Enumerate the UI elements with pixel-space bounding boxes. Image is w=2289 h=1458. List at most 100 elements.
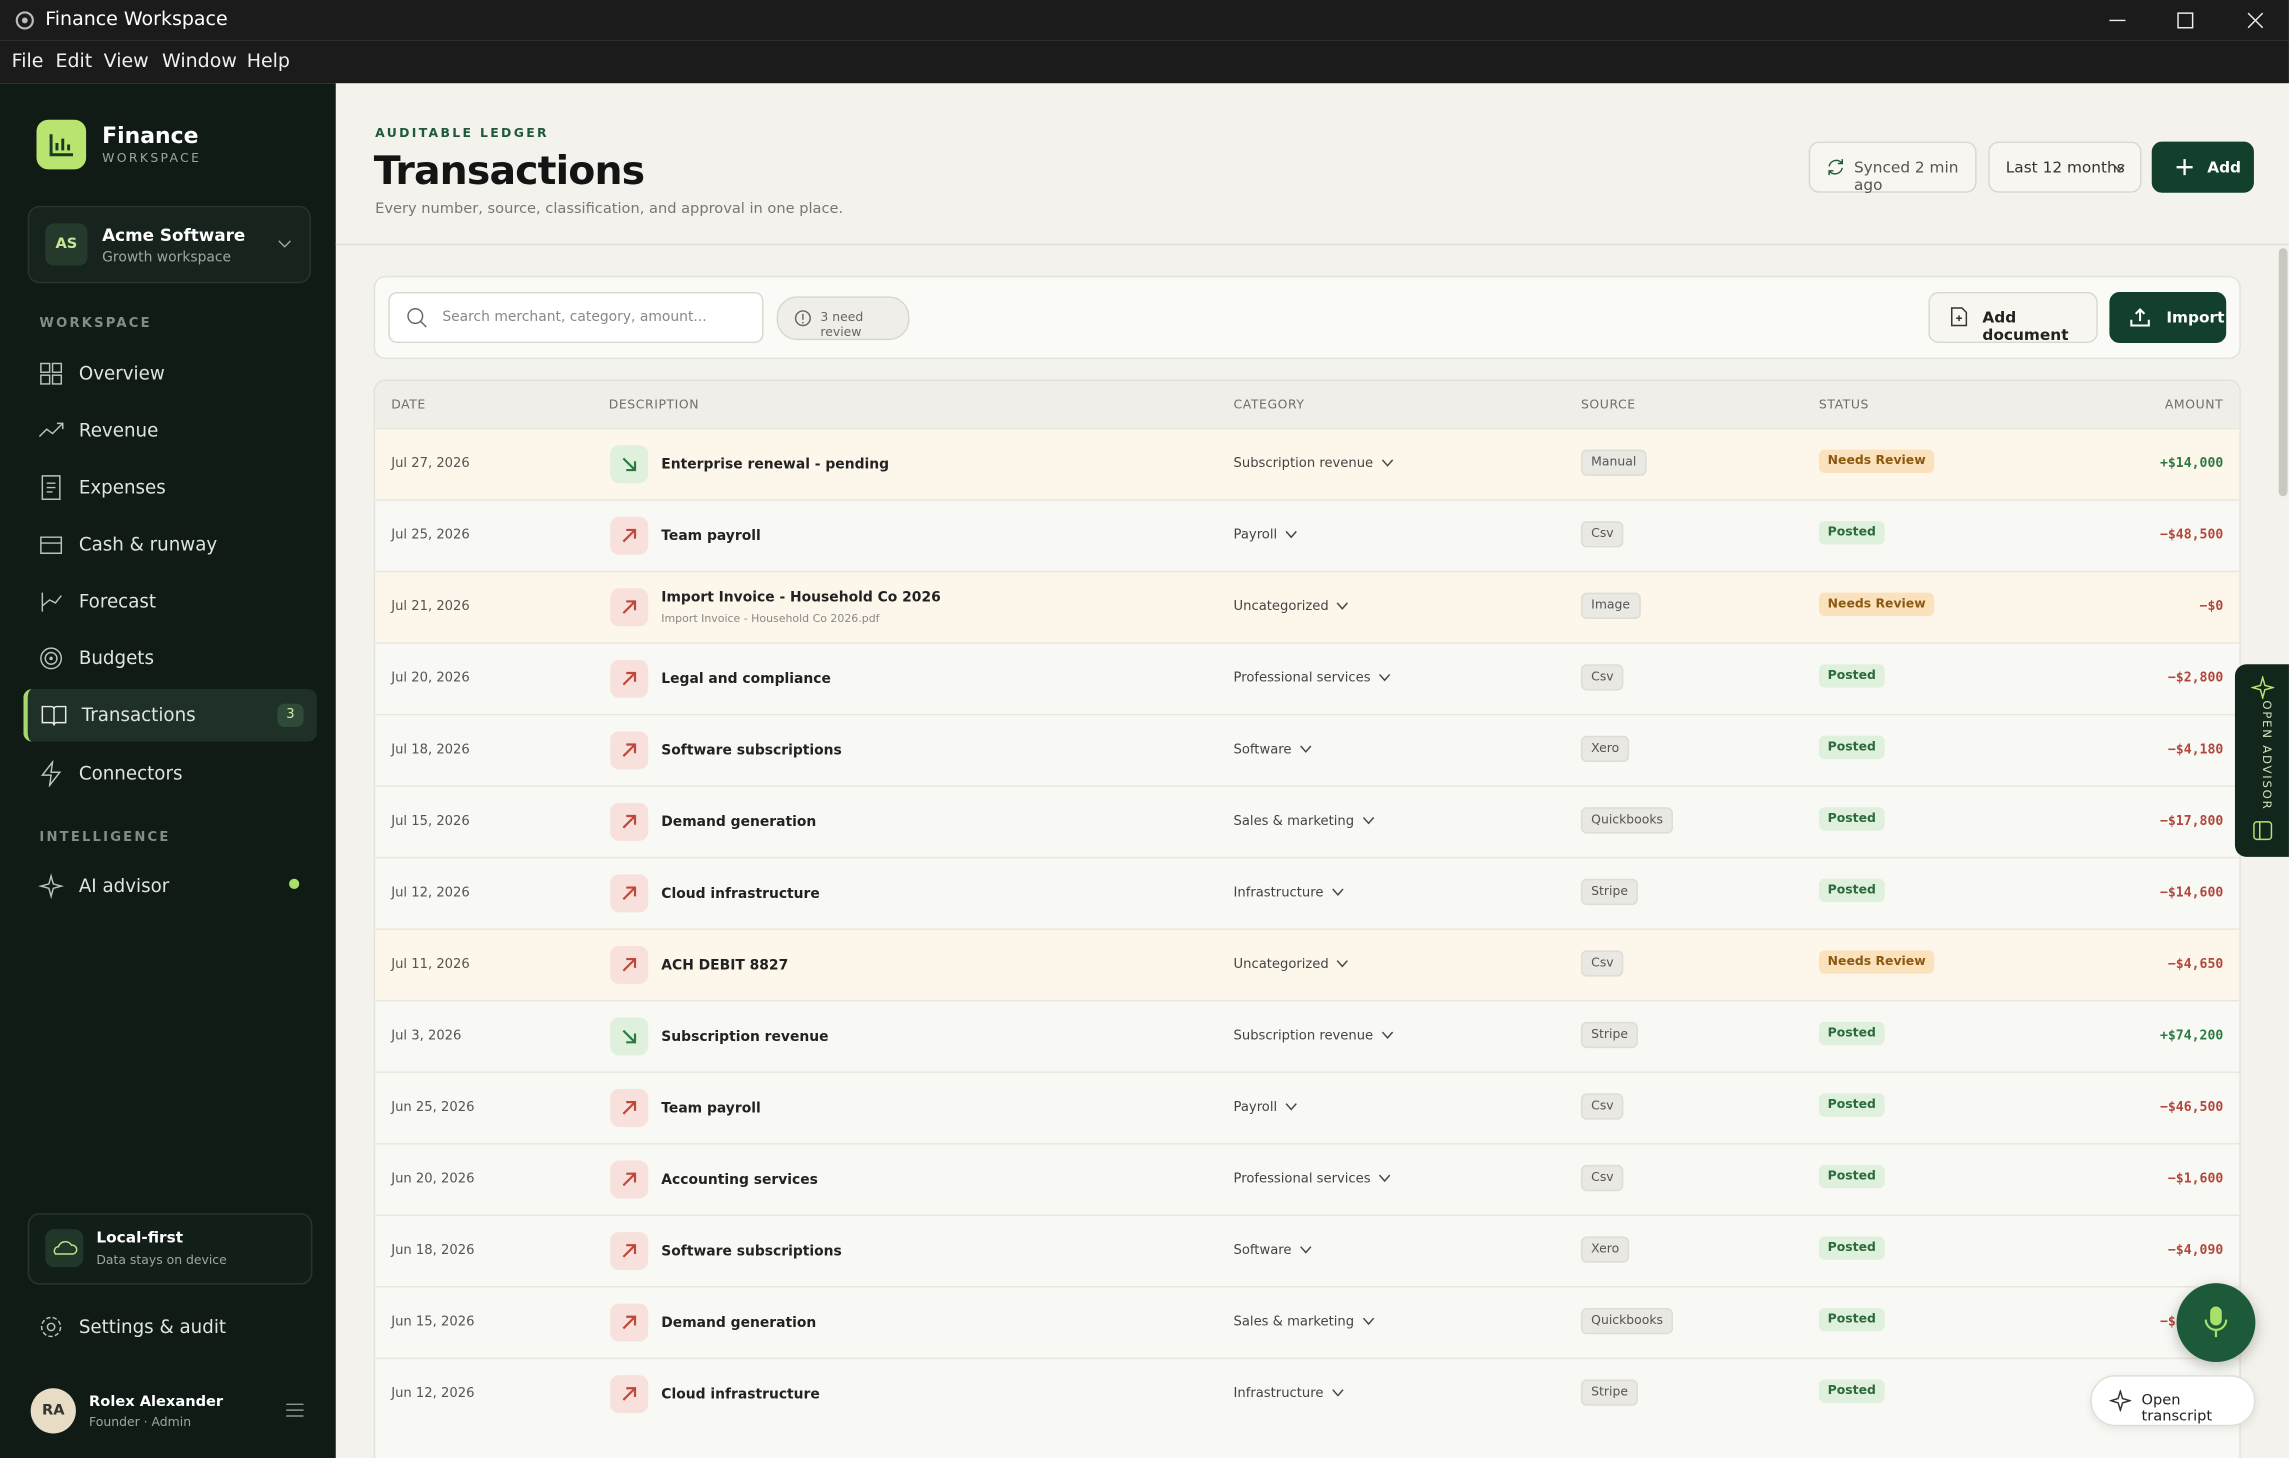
table-row[interactable]: Jun 25, 2026 Team payroll Payroll Csv Posted…	[375, 1071, 2240, 1144]
window-controls[interactable]	[2102, 9, 2277, 32]
nav-label: Transactions	[81, 703, 196, 726]
nav-item[interactable]: Forecast	[25, 575, 314, 628]
direction-icon	[610, 1017, 649, 1056]
category-select[interactable]: Sales & marketing	[1234, 1315, 1375, 1330]
add-document-button[interactable]: Add document	[1928, 291, 2098, 345]
table-row[interactable]: Jul 12, 2026 Cloud infrastructure Infrastr…	[375, 856, 2240, 930]
category-select[interactable]: Professional services	[1234, 672, 1391, 686]
category-select[interactable]: Subscription revenue	[1234, 457, 1394, 472]
brand-logo	[36, 119, 87, 170]
amount: −$1,600	[2167, 1172, 2224, 1187]
add-button[interactable]: Add	[2151, 141, 2254, 193]
description: ACH DEBIT 8827	[661, 957, 789, 974]
range-select[interactable]: Last 12 months	[1988, 141, 2142, 193]
category-select[interactable]: Sales & marketing	[1234, 815, 1375, 829]
category-select[interactable]: Software	[1234, 743, 1312, 758]
table-row[interactable]: Jul 27, 2026 Enterprise renewal - pending…	[375, 427, 2240, 501]
description: Demand generation	[661, 1315, 817, 1332]
sidebar: Finance WORKSPACE AS Acme Software Growt…	[0, 83, 336, 1458]
table-row[interactable]: Jul 21, 2026 Import Invoice - Household C…	[375, 570, 2240, 644]
menu-item[interactable]: Edit	[55, 51, 93, 73]
import-button[interactable]: Import	[2109, 291, 2227, 344]
range-label: Last 12 months	[2005, 159, 2125, 177]
nav-icon	[40, 760, 62, 787]
status-tag: Posted	[1818, 521, 1885, 545]
advisor-tab[interactable]: OPEN ADVISOR	[2234, 664, 2289, 857]
nav-item[interactable]: AI advisor	[25, 860, 314, 913]
date-cell: Jun 15, 2026	[391, 1315, 475, 1330]
category: Uncategorized	[1233, 957, 1329, 973]
table-row[interactable]: Jul 18, 2026 Software subscriptions Softwa…	[375, 713, 2240, 787]
date-cell: Jun 20, 2026	[391, 1172, 475, 1187]
nav-badge: 3	[277, 703, 304, 727]
menu-bar: File Edit View Window Help	[0, 40, 2289, 84]
sync-button[interactable]: Synced 2 min ago	[1808, 141, 1977, 195]
mic-button[interactable]	[2176, 1283, 2256, 1362]
local-first-card: Local-first Data stays on device	[27, 1213, 313, 1285]
user-menu[interactable]	[286, 1403, 304, 1418]
category-select[interactable]: Infrastructure	[1234, 886, 1344, 901]
category-select[interactable]: Payroll	[1234, 528, 1298, 543]
transcript-label: Open transcript	[2141, 1392, 2213, 1425]
nav-label: Revenue	[78, 418, 159, 441]
source-tag: Csv	[1580, 1164, 1624, 1192]
settings-link[interactable]: Settings & audit	[25, 1301, 314, 1354]
nav-item[interactable]: Cash & runway	[25, 518, 314, 571]
nav-icon	[41, 705, 67, 726]
category-select[interactable]: Professional services	[1234, 1172, 1391, 1187]
workspace-name: Acme Software	[102, 224, 246, 246]
category: Infrastructure	[1233, 886, 1324, 901]
nav-icon	[41, 475, 61, 500]
menu-item[interactable]: Window	[162, 51, 237, 73]
search-box[interactable]: Search merchant, category, amount...	[388, 291, 764, 344]
menu-item[interactable]: File	[11, 51, 44, 73]
sync-label: Synced 2 min ago	[1853, 159, 1959, 195]
nav-icon	[38, 422, 64, 437]
table-row[interactable]: Jul 20, 2026 Legal and compliance Professi…	[375, 642, 2240, 715]
menu-item[interactable]: View	[103, 51, 149, 73]
card-sub: Data stays on device	[96, 1253, 227, 1269]
amount: −$2,800	[2167, 671, 2224, 687]
button-label: Add document	[1982, 309, 2069, 345]
chevron	[1362, 817, 1374, 825]
status-tag: Posted	[1818, 807, 1885, 831]
direction-icon	[610, 1160, 649, 1199]
table-row[interactable]: Jun 12, 2026 Cloud infrastructure Infrastr…	[375, 1357, 2240, 1431]
page-title: Transactions	[373, 148, 645, 195]
review-chip[interactable]: 3 need review	[776, 296, 910, 341]
source-tag: Manual	[1580, 449, 1647, 476]
status-tag: Needs Review	[1818, 950, 1935, 974]
nav-item[interactable]: Transactions 3	[23, 689, 317, 742]
table-row[interactable]: Jul 3, 2026 Subscription revenue Subscript…	[375, 999, 2240, 1073]
date-cell: Jul 18, 2026	[391, 743, 470, 758]
table-row[interactable]: Jul 15, 2026 Demand generation Sales & mar…	[375, 785, 2240, 858]
column-header: AMOUNT	[2164, 398, 2224, 414]
transcript-button[interactable]: Open transcript	[2090, 1375, 2256, 1427]
table-row[interactable]: Jun 20, 2026 Accounting services Professio…	[375, 1143, 2240, 1216]
table-row[interactable]: Jul 25, 2026 Team payroll Payroll Csv Posted…	[375, 499, 2240, 572]
nav-item[interactable]: Expenses	[25, 461, 314, 514]
table-row[interactable]: Jul 11, 2026 ACH DEBIT 8827 Uncategorized C…	[375, 928, 2240, 1002]
workspace-switcher[interactable]: AS Acme Software Growth workspace	[27, 205, 311, 284]
direction-icon	[610, 1232, 649, 1271]
table-row[interactable]: Jun 18, 2026 Software subscriptions Softwa…	[375, 1214, 2240, 1288]
transactions-table: DATE DESCRIPTION CATEGORY SOURCE STATUS AMOUN…	[373, 379, 2241, 1458]
category-select[interactable]: Subscription revenue	[1234, 1029, 1394, 1044]
scrollbar[interactable]	[2278, 248, 2288, 497]
description: Software subscriptions	[661, 1243, 842, 1260]
category: Subscription revenue	[1233, 456, 1374, 472]
table-row[interactable]: Jun 15, 2026 Demand generation Sales & mar…	[375, 1286, 2240, 1359]
description: Accounting services	[661, 1172, 818, 1189]
menu-item[interactable]: Help	[246, 51, 290, 73]
amount: −$4,650	[2167, 957, 2224, 973]
nav-item[interactable]: Revenue	[25, 404, 314, 457]
nav-item[interactable]: Overview	[25, 347, 314, 400]
nav-item[interactable]: Budgets	[25, 632, 314, 685]
nav-item[interactable]: Connectors	[25, 747, 314, 800]
category-select[interactable]: Software	[1234, 1244, 1312, 1258]
category-select[interactable]: Infrastructure	[1234, 1387, 1344, 1401]
category-select[interactable]: Payroll	[1234, 1101, 1298, 1115]
category-select[interactable]: Uncategorized	[1233, 957, 1350, 973]
category-select[interactable]: Uncategorized	[1234, 600, 1350, 615]
app-icon	[15, 11, 34, 30]
